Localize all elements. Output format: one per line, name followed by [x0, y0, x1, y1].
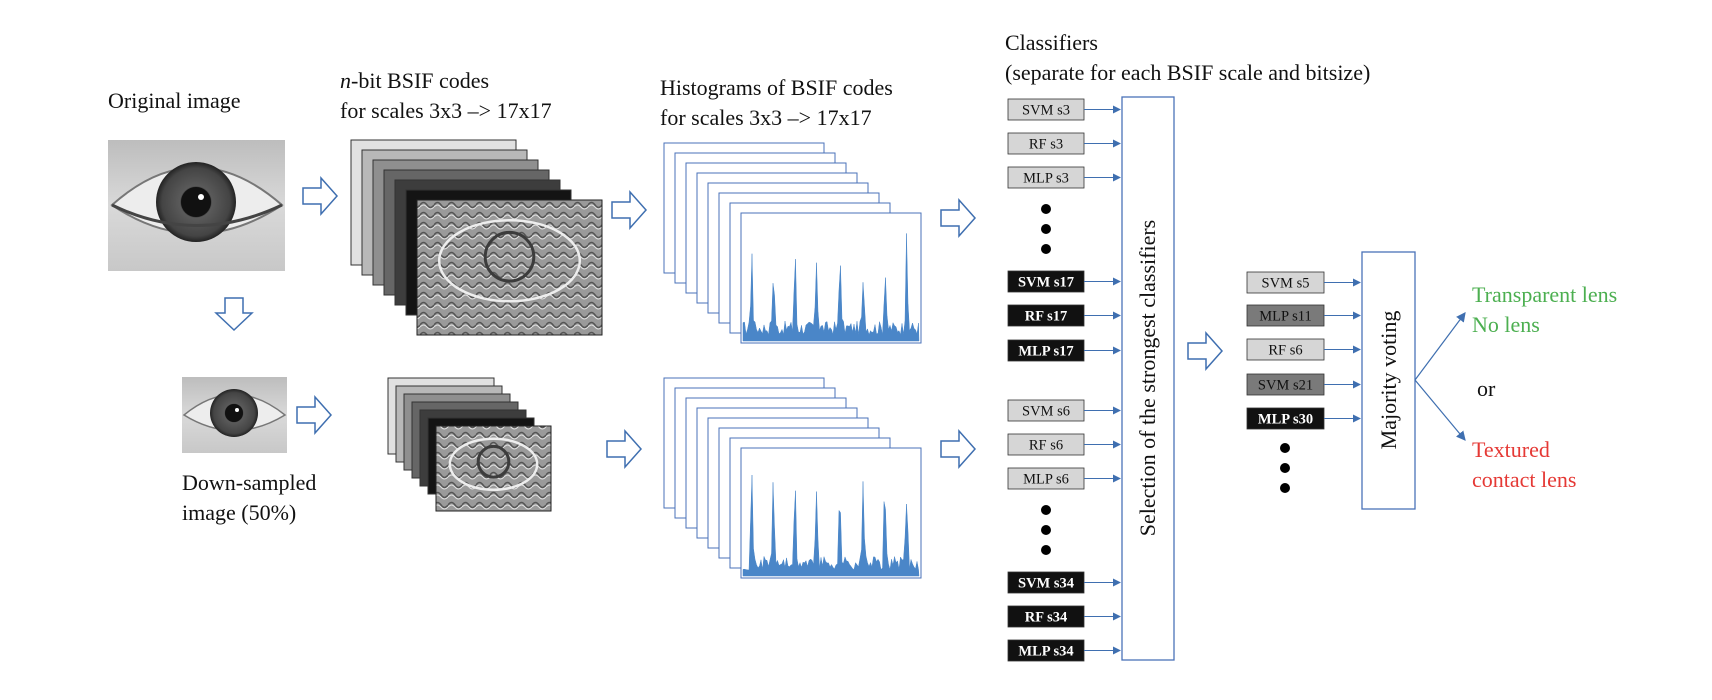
bsif-top-texture: [416, 199, 603, 336]
selected-mlp-s30-label: MLP s30: [1258, 412, 1313, 428]
classifier-svm-s3-label: SVM s3: [1022, 103, 1070, 119]
downsampled-label-line1: Down-sampled: [182, 470, 316, 495]
classifier-svm-s17-label: SVM s17: [1018, 275, 1074, 291]
hollow-arrow-right-3: [611, 190, 648, 230]
output-no-lens: No lens: [1472, 312, 1540, 337]
classifier-list: SVM s3 RF s3 MLP s3 SVM s17 RF s17 MLP s17 SVM…: [1007, 98, 1121, 662]
selection-label: Selection of the strongest classifiers: [1135, 220, 1160, 536]
output-arrow-up: [1414, 312, 1466, 381]
hollow-arrow-right-6: [940, 429, 977, 469]
bsif-label-line1: n-bit BSIF codes: [340, 68, 489, 93]
histograms-label-line2: for scales 3x3 –> 17x17: [660, 105, 872, 130]
output-textured-line2: contact lens: [1472, 467, 1576, 492]
classifier-mlp-s3-label: MLP s3: [1023, 171, 1069, 187]
ellipsis-dot: [1041, 525, 1051, 535]
original-image-label: Original image: [108, 88, 241, 113]
hollow-arrow-right-7: [1187, 331, 1224, 371]
hollow-arrow-right-2: [296, 395, 333, 435]
selected-svm-s5-label: SVM s5: [1262, 276, 1310, 292]
selected-mlp-s11-label: MLP s11: [1259, 309, 1312, 325]
histogram-stack-original: [663, 142, 922, 344]
ellipsis-dot: [1280, 483, 1290, 493]
selection-box: [1121, 96, 1175, 661]
output-transparent-lens: Transparent lens: [1472, 282, 1617, 307]
voting-label: Majority voting: [1376, 311, 1401, 450]
original-eye-image: [108, 140, 285, 271]
classifier-rf-s3-label: RF s3: [1029, 137, 1063, 153]
output-textured-line1: Textured: [1472, 437, 1550, 462]
ellipsis-dot: [1041, 244, 1051, 254]
classifier-svm-s34-label: SVM s34: [1018, 576, 1074, 592]
bsif-stack-original: [350, 139, 603, 336]
bsif-bottom-eye-contour: [448, 437, 539, 491]
classifier-rf-s17-label: RF s17: [1025, 309, 1068, 325]
hollow-arrow-right-1: [302, 176, 339, 216]
hollow-arrow-down: [214, 297, 254, 332]
classifier-mlp-s17-label: MLP s17: [1018, 344, 1073, 360]
bsif-label-line2: for scales 3x3 –> 17x17: [340, 98, 552, 123]
or-label: or: [1477, 376, 1496, 401]
bsif-stack-downsampled: [387, 377, 552, 512]
classifier-rf-s6-label: RF s6: [1029, 438, 1063, 454]
downsampled-eye-image: [182, 377, 287, 453]
voting-box: [1361, 251, 1416, 510]
hist-top-front-frame: [740, 212, 922, 344]
downsampled-label-line2: image (50%): [182, 500, 296, 525]
output-arrow-down: [1414, 379, 1466, 441]
selected-rf-s6-label: RF s6: [1268, 343, 1302, 359]
bsif-bottom-iris-contour: [476, 444, 511, 479]
ellipsis-dot: [1280, 463, 1290, 473]
classifiers-label-line2: (separate for each BSIF scale and bitsiz…: [1005, 60, 1370, 85]
ellipsis-dot: [1041, 204, 1051, 214]
bsif-top-eye-contour: [437, 219, 582, 303]
bsif-top-iris-contour: [483, 230, 536, 283]
hist-bottom-front-frame: [740, 447, 922, 579]
selected-svm-s21-label: SVM s21: [1258, 378, 1313, 394]
histograms-label-line1: Histograms of BSIF codes: [660, 75, 893, 100]
classifier-rf-s34-label: RF s34: [1025, 610, 1068, 626]
ellipsis-dot: [1041, 224, 1051, 234]
ellipsis-dot: [1280, 443, 1290, 453]
hist-bottom-spikes: [742, 474, 920, 577]
hollow-arrow-right-5: [940, 198, 977, 238]
histogram-stack-downsampled: [663, 377, 922, 579]
classifiers-label-line1: Classifiers: [1005, 30, 1098, 55]
classifier-svm-s6-label: SVM s6: [1022, 404, 1070, 420]
classifier-mlp-s34-label: MLP s34: [1018, 644, 1073, 660]
ellipsis-dot: [1041, 505, 1051, 515]
ellipsis-dot: [1041, 545, 1051, 555]
hist-top-spikes: [742, 233, 920, 342]
hollow-arrow-right-4: [606, 429, 643, 469]
classifier-mlp-s6-label: MLP s6: [1023, 472, 1069, 488]
selected-classifier-list: SVM s5 MLP s11 RF s6 SVM s21 MLP s30: [1246, 271, 1361, 493]
bsif-bottom-texture: [435, 425, 552, 512]
